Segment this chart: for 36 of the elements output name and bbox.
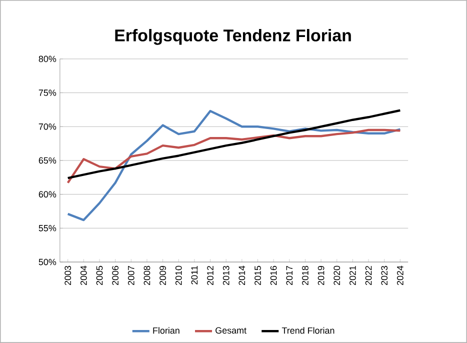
x-tick-label: 2013 xyxy=(222,266,230,286)
x-tick-label: 2019 xyxy=(318,266,324,286)
y-tick-label: 55% xyxy=(38,225,56,232)
x-tick-label: 2011 xyxy=(191,266,198,284)
y-tick-label: 65% xyxy=(38,157,56,164)
legend-label: Florian xyxy=(153,327,180,334)
x-tick-label: 2004 xyxy=(80,266,87,286)
x-tick-label: 2016 xyxy=(270,266,277,286)
line-series xyxy=(66,110,402,222)
y-tick-label: 80% xyxy=(38,56,56,62)
x-tick-label: 2015 xyxy=(254,266,261,286)
x-tick-label: 2022 xyxy=(365,266,372,286)
x-tick-label: 2010 xyxy=(175,266,182,286)
chart-title: Erfolgsquote Tendenz Florian xyxy=(115,29,351,45)
y-tick-label: 60% xyxy=(38,191,56,198)
x-tick-label: 2014 xyxy=(238,266,246,286)
x-tick-label: 2007 xyxy=(128,266,134,286)
x-tick-label: 2012 xyxy=(207,266,214,286)
legend-label: Gesamt xyxy=(216,327,246,334)
x-tick-label: 2005 xyxy=(96,266,103,286)
x-tick-label: 2021 xyxy=(350,266,356,286)
x-tick-label: 2003 xyxy=(64,266,72,286)
legend-label: Trend Florian xyxy=(282,327,334,334)
y-tick-label: 75% xyxy=(38,90,56,96)
line-series xyxy=(66,128,402,184)
x-tick-label: 2008 xyxy=(144,266,150,286)
x-tick-label: 2006 xyxy=(112,266,118,286)
x-tick-label: 2017 xyxy=(286,266,293,286)
x-tick-label: 2023 xyxy=(381,266,388,286)
x-tick-label: 2018 xyxy=(302,266,308,286)
y-tick-label: 70% xyxy=(38,123,56,130)
x-tick-label: 2024 xyxy=(396,266,404,286)
x-tick-label: 2020 xyxy=(334,266,340,286)
x-tick-label: 2009 xyxy=(160,266,166,286)
y-tick-label: 50% xyxy=(38,258,56,266)
line-series xyxy=(66,109,402,180)
